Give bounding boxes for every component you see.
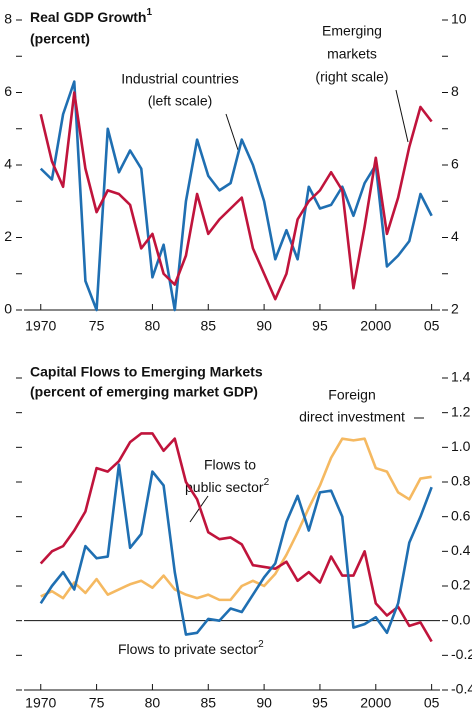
x-tick-label: 05 bbox=[424, 695, 440, 711]
leader-line bbox=[225, 113, 239, 151]
right-tick-label: 0.2 bbox=[451, 577, 471, 593]
right-tick-label: 0.6 bbox=[451, 507, 471, 523]
right-tick-label: 8 bbox=[451, 83, 459, 99]
right-tick-label: 6 bbox=[451, 156, 459, 172]
left-tick-label: 8 bbox=[4, 11, 12, 27]
left-tick-label: 0 bbox=[4, 301, 12, 317]
x-tick-label: 80 bbox=[145, 318, 161, 334]
annotation: Flows to bbox=[204, 457, 256, 473]
left-tick-label: 4 bbox=[4, 156, 12, 172]
footnote-mark: 1 bbox=[146, 7, 152, 18]
x-tick-label: 85 bbox=[200, 695, 216, 711]
annotation: Foreign bbox=[328, 387, 375, 403]
annotation: Industrial countries bbox=[121, 71, 239, 87]
x-tick-label: 1970 bbox=[25, 318, 56, 334]
title-text: Real GDP Growth bbox=[30, 9, 146, 25]
chart-title: Real GDP Growth1 bbox=[30, 7, 152, 25]
annotation: direct investment bbox=[299, 409, 405, 425]
annotation: (right scale) bbox=[315, 69, 388, 85]
x-tick-label: 95 bbox=[312, 695, 328, 711]
x-tick-label: 80 bbox=[145, 695, 161, 711]
x-tick-label: 90 bbox=[256, 695, 272, 711]
series-line bbox=[39, 91, 433, 301]
annotation: markets bbox=[327, 46, 377, 62]
right-tick-label: 0.8 bbox=[451, 473, 471, 489]
right-tick-label: 10 bbox=[451, 11, 467, 27]
left-tick-label: 6 bbox=[4, 83, 12, 99]
annotation-text: public sector bbox=[185, 479, 264, 495]
right-tick-label: 4 bbox=[451, 228, 459, 244]
annotation: public sector2 bbox=[185, 477, 270, 495]
left-tick-label: 2 bbox=[4, 228, 12, 244]
annotation: (left scale) bbox=[148, 93, 213, 109]
right-tick-label: 0.4 bbox=[451, 542, 471, 558]
annotation: Emerging bbox=[322, 23, 382, 39]
footnote-mark: 2 bbox=[258, 639, 264, 650]
right-tick-label: 1.2 bbox=[451, 403, 471, 419]
right-tick-label: 1.4 bbox=[451, 369, 471, 385]
x-tick-label: 2000 bbox=[360, 318, 391, 334]
x-tick-label: 85 bbox=[200, 318, 216, 334]
right-tick-label: -0.2 bbox=[451, 646, 472, 662]
x-tick-label: 2000 bbox=[360, 695, 391, 711]
leader-line bbox=[189, 495, 209, 523]
footnote-mark: 2 bbox=[264, 477, 270, 488]
annotation: Flows to private sector2 bbox=[118, 639, 264, 657]
x-tick-label: 90 bbox=[256, 318, 272, 334]
x-tick-label: 75 bbox=[89, 695, 105, 711]
right-tick-label: 2 bbox=[451, 301, 459, 317]
chart-title: Capital Flows to Emerging Markets bbox=[30, 364, 263, 380]
x-tick-label: 1970 bbox=[25, 695, 56, 711]
x-tick-label: 05 bbox=[424, 318, 440, 334]
right-tick-label: 0.0 bbox=[451, 611, 471, 627]
right-tick-label: -0.4 bbox=[451, 681, 472, 697]
series-line bbox=[39, 463, 433, 636]
series-line bbox=[40, 437, 432, 602]
chart-subtitle: (percent of emerging market GDP) bbox=[30, 384, 258, 400]
series-line bbox=[39, 432, 433, 643]
right-tick-label: 1.0 bbox=[451, 438, 471, 454]
leader-line bbox=[395, 89, 409, 143]
series-line bbox=[39, 80, 433, 312]
x-tick-label: 75 bbox=[89, 318, 105, 334]
chart-subtitle: (percent) bbox=[30, 31, 90, 47]
annotation-text: Flows to private sector bbox=[118, 641, 258, 657]
x-tick-label: 95 bbox=[312, 318, 328, 334]
